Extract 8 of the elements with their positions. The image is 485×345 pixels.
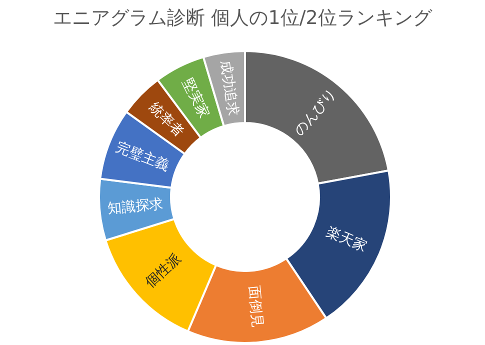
slice-label: 完璧主義: [114, 139, 172, 174]
chart-title: エニアグラム診断 個人の1位/2位ランキング: [53, 7, 433, 29]
slice-label: のんびり: [291, 86, 340, 140]
slice-label: 成功追求: [217, 59, 242, 118]
slice-label: 知識探求: [106, 196, 164, 218]
slice-label: 面倒見: [245, 284, 266, 328]
slice-label: 楽天家: [324, 224, 369, 256]
slice-label: 個性派: [142, 250, 184, 291]
